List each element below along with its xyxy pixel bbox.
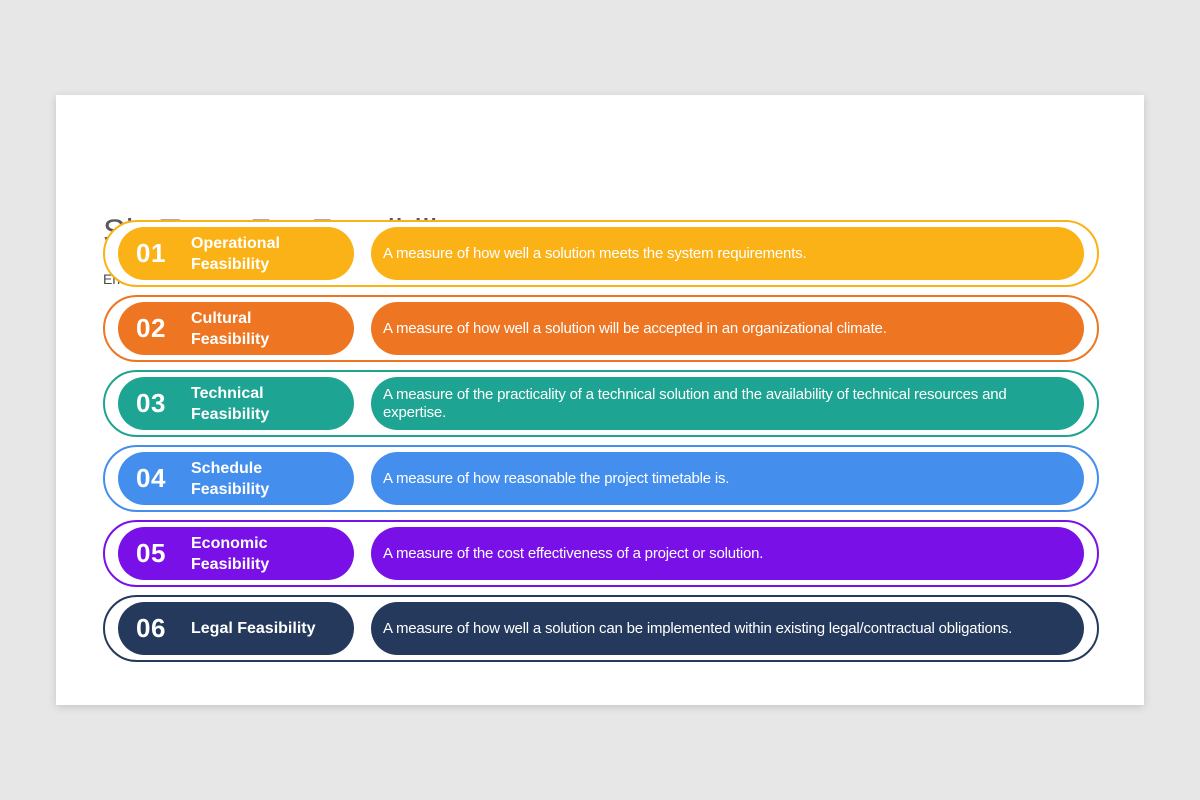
item-number: 04: [136, 463, 166, 493]
item-description-pill: A measure of how reasonable the project …: [371, 452, 1084, 505]
item-description-pill: A measure of the cost effectiveness of a…: [371, 527, 1084, 580]
item-number-label-pill: 04 Schedule Feasibility: [118, 452, 354, 505]
item-label: Technical Feasibility: [191, 384, 270, 423]
item-description-pill: A measure of how well a solution meets t…: [371, 227, 1084, 280]
item-number: 02: [136, 313, 166, 343]
item-description: A measure of how well a solution can be …: [383, 619, 1013, 637]
feasibility-list: 01 Operational Feasibility A measure of …: [103, 220, 1099, 670]
item-description: A measure of the cost effectiveness of a…: [383, 544, 764, 562]
item-label: Economic Feasibility: [191, 534, 270, 573]
item-label: Cultural Feasibility: [191, 309, 270, 348]
item-description: A measure of how reasonable the project …: [383, 469, 730, 487]
slide-card: Six Tests For Feasibility Enter your sub…: [56, 95, 1144, 705]
item-description: A measure of how well a solution will be…: [383, 319, 887, 337]
item-number: 05: [136, 538, 166, 568]
item-number-label-pill: 05 Economic Feasibility: [118, 527, 354, 580]
item-label: Legal Feasibility: [191, 620, 316, 637]
item-description: A measure of the practicality of a techn…: [383, 385, 1007, 421]
list-item-operational: 01 Operational Feasibility A measure of …: [103, 220, 1099, 287]
item-number-label-pill: 06 Legal Feasibility: [118, 602, 354, 655]
item-number: 01: [136, 238, 166, 268]
item-number-label-pill: 01 Operational Feasibility: [118, 227, 354, 280]
item-label: Schedule Feasibility: [191, 459, 270, 498]
item-description: A measure of how well a solution meets t…: [383, 244, 807, 262]
item-number-label-pill: 03 Technical Feasibility: [118, 377, 354, 430]
item-number: 03: [136, 388, 166, 418]
item-label: Operational Feasibility: [191, 234, 280, 273]
list-item-economic: 05 Economic Feasibility A measure of the…: [103, 520, 1099, 587]
item-number: 06: [136, 613, 166, 643]
list-item-cultural: 02 Cultural Feasibility A measure of how…: [103, 295, 1099, 362]
item-description-pill: A measure of how well a solution will be…: [371, 302, 1084, 355]
list-item-legal: 06 Legal Feasibility A measure of how we…: [103, 595, 1099, 662]
list-item-schedule: 04 Schedule Feasibility A measure of how…: [103, 445, 1099, 512]
item-description-pill: A measure of how well a solution can be …: [371, 602, 1084, 655]
item-description-pill: A measure of the practicality of a techn…: [371, 377, 1084, 430]
list-item-technical: 03 Technical Feasibility A measure of th…: [103, 370, 1099, 437]
item-number-label-pill: 02 Cultural Feasibility: [118, 302, 354, 355]
